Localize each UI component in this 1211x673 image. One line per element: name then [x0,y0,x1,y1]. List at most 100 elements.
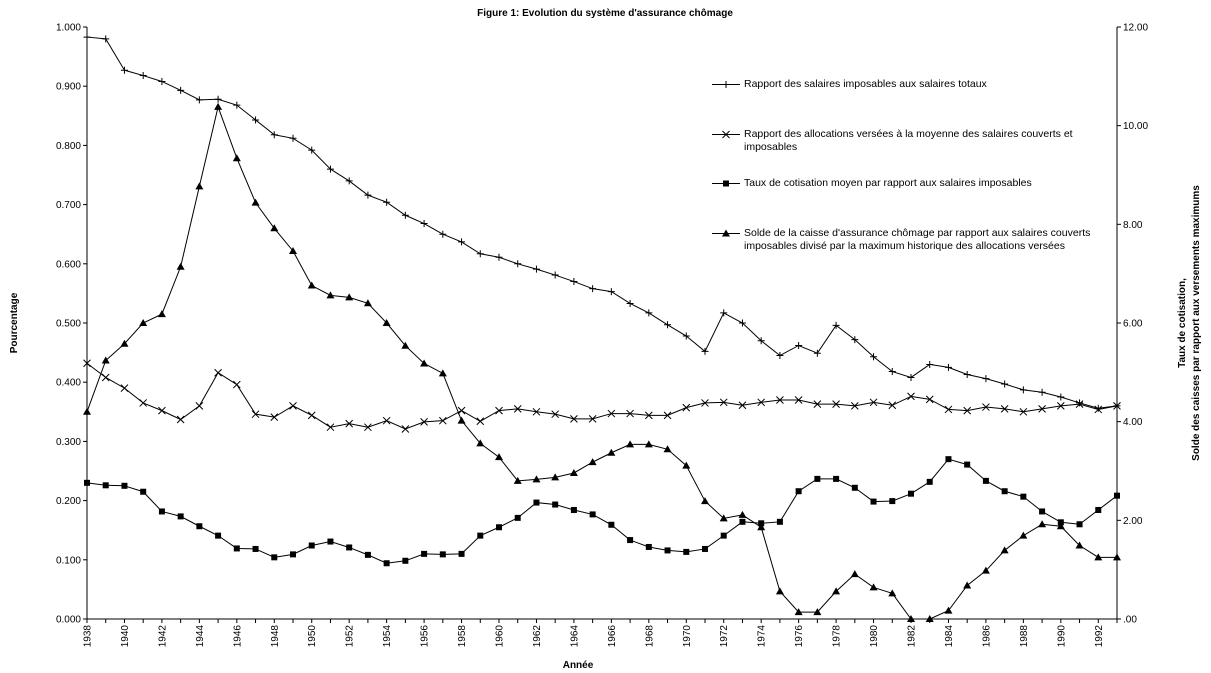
point-marker [1075,400,1084,408]
x-tick-label: 1952 [345,625,356,648]
point-marker [645,309,653,317]
legend-swatch [712,81,740,88]
point-marker [1057,393,1065,401]
legend-marker [722,81,730,88]
point-marker [832,400,840,408]
point-marker [476,439,485,447]
point-marker [401,341,410,349]
y2-tick-label: 2.00 [1123,516,1143,527]
point-marker [739,518,746,525]
point-marker [907,392,915,401]
point-marker [532,265,540,273]
y2-tick-label: 8.00 [1123,220,1143,231]
x-tick-label: 1976 [794,625,805,648]
point-marker [776,352,784,360]
point-marker [233,545,240,552]
point-marker [458,238,466,246]
point-marker [420,418,428,426]
point-marker [870,498,877,505]
point-marker [532,475,541,483]
point-marker [964,461,971,468]
legend-label: Rapport des salaires imposables aux sala… [744,78,987,90]
x-tick-label: 1972 [719,625,730,648]
point-marker [982,403,990,411]
point-marker [420,359,429,367]
point-marker [214,368,222,377]
point-marker [981,566,990,574]
legend-swatch [712,130,740,139]
point-marker [439,230,447,238]
y-tick-label: 0.400 [56,378,81,389]
point-marker [794,608,803,616]
point-marker [551,271,559,279]
y-tick-label: 0.500 [56,319,81,330]
point-marker [795,341,803,349]
point-marker [926,360,934,368]
point-marker [832,587,841,595]
point-marker [645,543,652,550]
point-marker [1019,531,1028,539]
point-marker [308,542,315,549]
x-tick-label: 1984 [944,625,955,648]
point-marker [720,532,727,539]
point-marker [382,319,391,326]
point-marker [345,293,354,301]
point-marker [719,398,728,407]
point-marker [757,337,765,345]
point-marker [326,165,334,173]
point-marker [232,154,241,162]
point-marker [814,475,821,482]
y-tick-label: 0.100 [56,555,81,566]
x-tick-label: 1950 [307,625,318,648]
point-marker [944,606,953,614]
x-tick-label: 1946 [232,625,243,648]
point-marker [307,411,316,420]
point-marker [720,309,728,317]
point-marker [1094,405,1103,414]
point-marker [869,398,878,407]
point-marker [139,319,148,326]
legend-swatch [712,180,740,187]
series-line [86,105,1117,620]
point-marker [757,523,766,531]
legend-entry: Taux de cotisation moyen par rapport aux… [710,177,1100,190]
x-tick-label: 1986 [981,625,992,648]
point-marker [457,416,466,424]
y2-tick-label: 4.00 [1123,417,1143,428]
x-tick-label: 1970 [682,625,693,648]
point-marker [326,423,335,432]
point-marker [588,415,597,423]
point-marker [944,405,953,414]
legend-entry: Solde de la caisse d'assurance chômage p… [710,227,1100,253]
point-marker [889,498,896,505]
point-marker [945,456,952,463]
point-marker [1019,407,1028,416]
point-marker [364,191,372,199]
point-marker [363,299,372,307]
point-marker [738,401,747,410]
point-marker [589,285,597,293]
point-marker [570,506,577,513]
point-marker [513,476,522,484]
point-marker [438,369,447,377]
point-marker [551,473,560,481]
point-marker [551,410,560,419]
point-marker [776,518,783,525]
x-tick-label: 1942 [157,625,168,648]
x-tick-label: 1978 [832,625,843,648]
point-marker [252,116,260,124]
point-marker [158,508,165,515]
x-tick-label: 1954 [382,625,393,648]
point-marker [869,583,878,591]
point-marker [569,468,578,476]
point-marker [364,423,372,432]
legend-marker [722,229,730,237]
point-marker [402,557,409,564]
point-marker [476,250,484,258]
y2-tick-label: 10.00 [1123,121,1148,132]
point-marker [252,545,259,552]
point-marker [1020,493,1027,500]
point-marker [682,461,691,469]
point-marker [382,416,391,425]
